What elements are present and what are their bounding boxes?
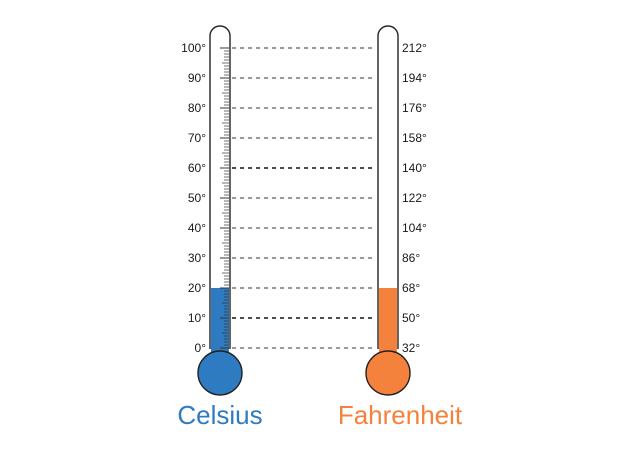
celsius-tick-label: 0° (195, 341, 207, 355)
celsius-tick-label: 100° (181, 41, 206, 55)
fahrenheit-tick-label: 212° (402, 41, 427, 55)
celsius-bulb (197, 350, 243, 396)
fahrenheit-tick-label: 140° (402, 161, 427, 175)
fahrenheit-tick-label: 158° (402, 131, 427, 145)
celsius-tick-label: 50° (188, 191, 206, 205)
celsius-tube-outline (209, 25, 231, 349)
fahrenheit-tick-label: 122° (402, 191, 427, 205)
fahrenheit-tick-labels: 212° 194° 176° 158° 140° 122° 104° 86° 68° 50° 32° (402, 41, 427, 355)
celsius-tick-label: 10° (188, 311, 206, 325)
celsius-tick-label: 30° (188, 251, 206, 265)
celsius-tick-labels: 100° 90° 80° 70° 60° 50° 40° 30° 20° 10° 0° (181, 41, 206, 355)
celsius-tick-label: 80° (188, 101, 206, 115)
celsius-tick-label: 70° (188, 131, 206, 145)
fahrenheit-mercury-column (379, 288, 397, 360)
celsius-tick-label: 40° (188, 221, 206, 235)
celsius-tick-label: 20° (188, 281, 206, 295)
fahrenheit-tick-label: 68° (402, 281, 420, 295)
fahrenheit-tick-label: 86° (402, 251, 420, 265)
fahrenheit-tick-label: 32° (402, 341, 420, 355)
celsius-tick-label: 90° (188, 71, 206, 85)
celsius-thermometer: 100° 90° 80° 70° 60° 50° 40° 30° 20° 10° 0° Celsiu… (177, 25, 263, 430)
fahrenheit-label: Fahrenheit (338, 400, 463, 430)
fahrenheit-tube-outline (377, 25, 399, 349)
celsius-scale-ticks (220, 47, 229, 349)
celsius-label: Celsius (177, 400, 262, 430)
connector-lines (232, 47, 376, 349)
fahrenheit-thermometer: 212° 194° 176° 158° 140° 122° 104° 86° 68° 50° 32°… (338, 25, 463, 430)
fahrenheit-tick-label: 194° (402, 71, 427, 85)
fahrenheit-tick-label: 50° (402, 311, 420, 325)
fahrenheit-tick-label: 176° (402, 101, 427, 115)
celsius-tick-label: 60° (188, 161, 206, 175)
fahrenheit-bulb (365, 350, 411, 396)
fahrenheit-tick-label: 104° (402, 221, 427, 235)
